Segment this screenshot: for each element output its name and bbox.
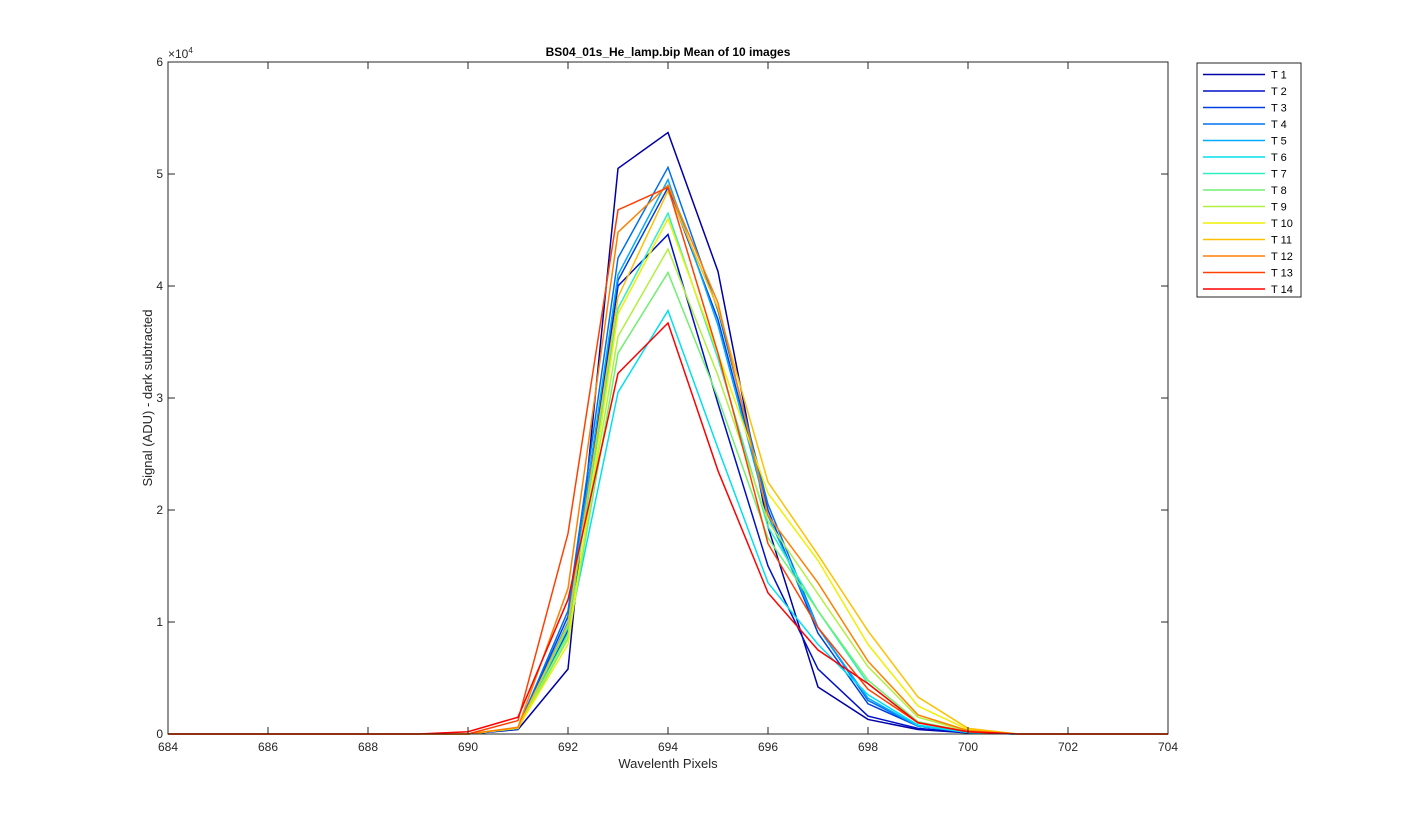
x-tick-label: 702: [1058, 740, 1078, 754]
x-tick-label: 690: [458, 740, 478, 754]
legend-label-11: T 11: [1271, 235, 1292, 247]
legend-box: [1196, 62, 1302, 298]
y-exponent-label: ×104: [168, 46, 193, 61]
y-tick-label: 1: [156, 615, 163, 629]
chart-title: BS04_01s_He_lamp.bip Mean of 10 images: [546, 45, 791, 59]
x-tick-label: 700: [958, 740, 978, 754]
legend-label-4: T 4: [1271, 119, 1287, 131]
x-tick-label: 686: [258, 740, 278, 754]
y-tick-label: 3: [156, 391, 163, 405]
x-tick-label: 692: [558, 740, 578, 754]
legend-label-14: T 14: [1271, 284, 1293, 296]
x-tick-label: 698: [858, 740, 878, 754]
x-tick-label: 696: [758, 740, 778, 754]
legend-label-1: T 1: [1271, 70, 1287, 82]
y-tick-label: 0: [156, 727, 163, 741]
legend-label-5: T 5: [1271, 136, 1287, 148]
x-tick-label: 704: [1158, 740, 1178, 754]
legend-label-13: T 13: [1271, 268, 1293, 280]
legend-label-10: T 10: [1271, 218, 1293, 230]
legend-label-6: T 6: [1271, 152, 1287, 164]
y-tick-label: 4: [156, 279, 163, 293]
x-tick-label: 688: [358, 740, 378, 754]
legend: T 1 T 2 T 3 T 4 T 5 T 6 T 7 T 8 T 9 T 10 T 11 T 12 T…: [1196, 62, 1302, 298]
legend-label-2: T 2: [1271, 86, 1287, 98]
plot-area: [168, 62, 1168, 734]
legend-label-9: T 9: [1271, 202, 1287, 214]
x-axis: 684 686 688 690 692 694 696 698 700 702 704: [158, 62, 1178, 754]
legend-label-8: T 8: [1271, 185, 1287, 197]
y-tick-label: 2: [156, 503, 163, 517]
y-axis-label: Signal (ADU) - dark subtracted: [140, 309, 155, 486]
y-axis: 0 1 2 3 4 5 6: [156, 55, 1168, 741]
legend-label-7: T 7: [1271, 169, 1287, 181]
legend-label-12: T 12: [1271, 251, 1293, 263]
legend-label-3: T 3: [1271, 103, 1287, 115]
x-tick-label: 694: [658, 740, 678, 754]
legend-items: T 1 T 2 T 3 T 4 T 5 T 6 T 7 T 8 T 9 T 10 T 11 T 12 T…: [1203, 70, 1293, 296]
y-tick-label: 5: [156, 167, 163, 181]
x-tick-label: 684: [158, 740, 178, 754]
y-tick-label: 6: [156, 55, 163, 69]
x-axis-label: Wavelenth Pixels: [618, 756, 718, 771]
